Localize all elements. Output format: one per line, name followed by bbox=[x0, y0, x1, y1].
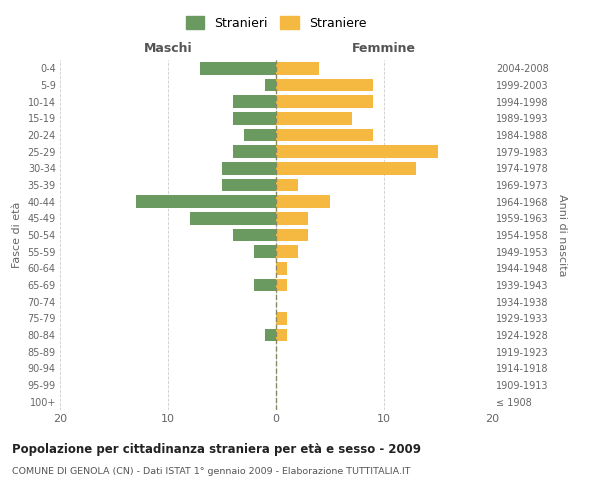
Bar bbox=[233, 146, 276, 158]
Bar bbox=[200, 62, 276, 74]
Bar bbox=[276, 262, 287, 274]
Bar bbox=[276, 212, 308, 224]
Text: COMUNE DI GENOLA (CN) - Dati ISTAT 1° gennaio 2009 - Elaborazione TUTTITALIA.IT: COMUNE DI GENOLA (CN) - Dati ISTAT 1° ge… bbox=[12, 468, 410, 476]
Bar bbox=[276, 162, 416, 174]
Bar bbox=[276, 229, 308, 241]
Bar bbox=[233, 112, 276, 124]
Bar bbox=[222, 162, 276, 174]
Bar bbox=[276, 179, 298, 192]
Bar bbox=[276, 112, 352, 124]
Bar bbox=[190, 212, 276, 224]
Bar bbox=[136, 196, 276, 208]
Bar bbox=[265, 329, 276, 341]
Bar bbox=[276, 279, 287, 291]
Bar bbox=[265, 79, 276, 92]
Bar bbox=[276, 196, 330, 208]
Y-axis label: Fasce di età: Fasce di età bbox=[12, 202, 22, 268]
Bar bbox=[276, 329, 287, 341]
Text: Popolazione per cittadinanza straniera per età e sesso - 2009: Popolazione per cittadinanza straniera p… bbox=[12, 442, 421, 456]
Bar bbox=[254, 279, 276, 291]
Bar bbox=[244, 129, 276, 141]
Y-axis label: Anni di nascita: Anni di nascita bbox=[557, 194, 567, 276]
Bar bbox=[276, 146, 438, 158]
Bar bbox=[254, 246, 276, 258]
Bar bbox=[276, 246, 298, 258]
Bar bbox=[276, 79, 373, 92]
Bar bbox=[233, 229, 276, 241]
Text: Maschi: Maschi bbox=[143, 42, 193, 55]
Bar bbox=[276, 96, 373, 108]
Bar bbox=[276, 62, 319, 74]
Bar bbox=[222, 179, 276, 192]
Legend: Stranieri, Straniere: Stranieri, Straniere bbox=[181, 11, 371, 35]
Bar bbox=[276, 129, 373, 141]
Bar bbox=[233, 96, 276, 108]
Text: Femmine: Femmine bbox=[352, 42, 416, 55]
Bar bbox=[276, 312, 287, 324]
